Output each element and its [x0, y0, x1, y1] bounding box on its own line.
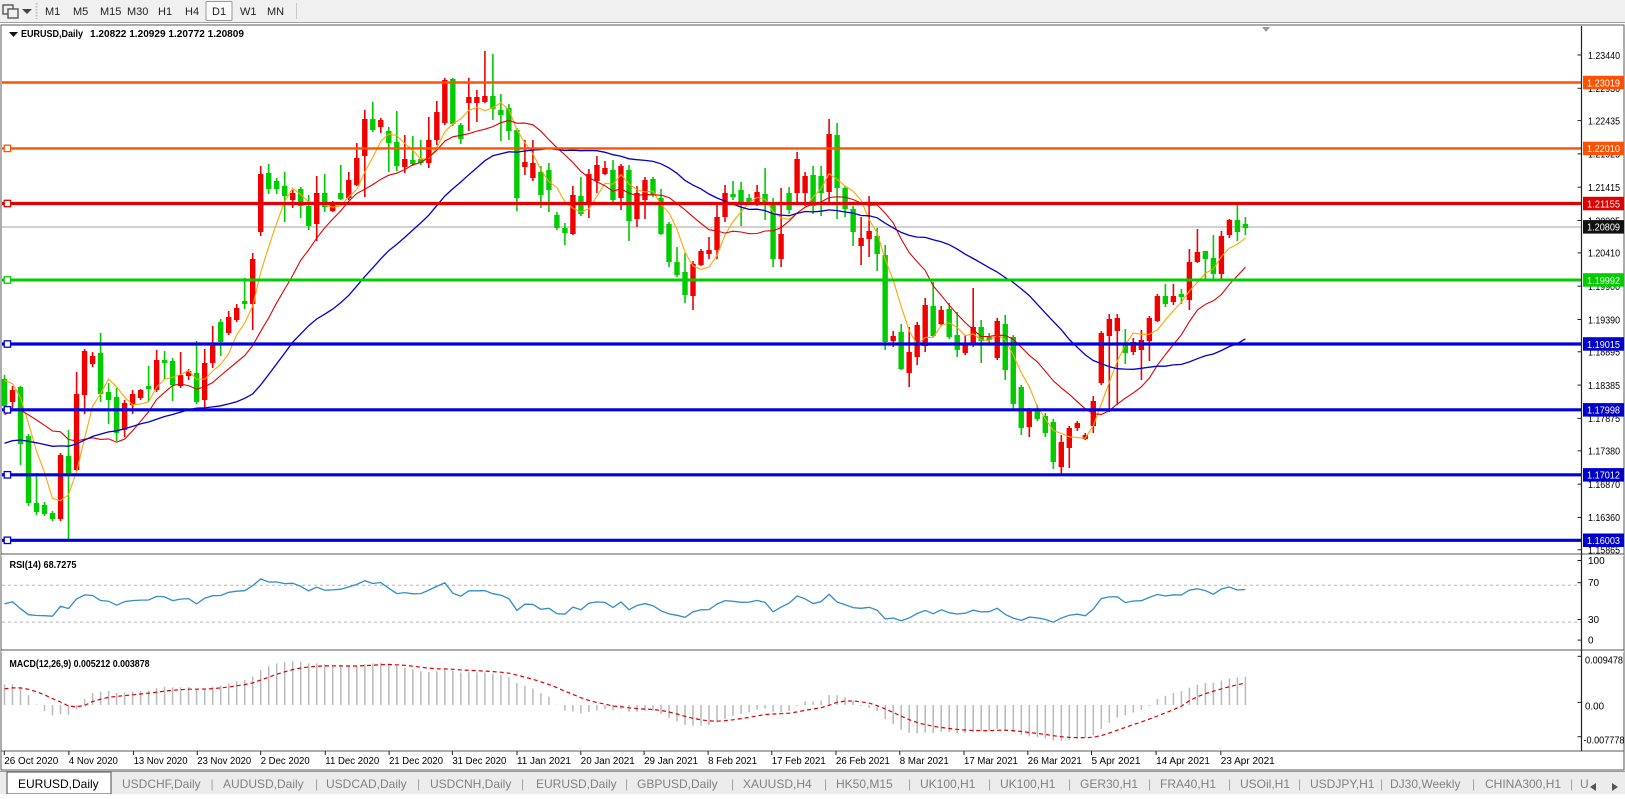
svg-text:2 Dec 2020: 2 Dec 2020 [261, 756, 310, 767]
svg-text:EURUSD,Daily: EURUSD,Daily [18, 777, 99, 791]
svg-text:|: | [1570, 777, 1573, 791]
svg-text:|: | [908, 777, 911, 791]
svg-text:1.19900: 1.19900 [1588, 282, 1620, 293]
svg-text:14 Apr 2021: 14 Apr 2021 [1156, 756, 1210, 767]
svg-text:|: | [625, 777, 628, 791]
svg-text:EURUSD,Daily: EURUSD,Daily [21, 29, 83, 40]
svg-text:20 Jan 2021: 20 Jan 2021 [581, 756, 635, 767]
svg-text:W1: W1 [240, 6, 257, 18]
svg-text:0.009478: 0.009478 [1585, 655, 1623, 666]
svg-text:USDCNH,Daily: USDCNH,Daily [430, 777, 511, 791]
svg-text:M5: M5 [73, 6, 88, 18]
svg-text:USDCAD,Daily: USDCAD,Daily [326, 777, 407, 791]
svg-text:|: | [1228, 777, 1231, 791]
svg-text:|: | [1380, 777, 1383, 791]
svg-text:|: | [211, 777, 214, 791]
svg-text:|: | [417, 777, 420, 791]
svg-text:U: U [1580, 777, 1589, 791]
svg-text:1.19390: 1.19390 [1588, 315, 1620, 326]
svg-text:1.17998: 1.17998 [1587, 406, 1620, 417]
svg-text:HK50,M15: HK50,M15 [836, 777, 893, 791]
svg-text:4 Nov 2020: 4 Nov 2020 [69, 756, 118, 767]
svg-text:-0.007778: -0.007778 [1584, 736, 1625, 747]
svg-text:100: 100 [1588, 556, 1605, 567]
svg-text:29 Jan 2021: 29 Jan 2021 [644, 756, 698, 767]
svg-text:11 Jan 2021: 11 Jan 2021 [517, 756, 571, 767]
svg-text:XAUUSD,H4: XAUUSD,H4 [743, 777, 812, 791]
svg-text:EURUSD,Daily: EURUSD,Daily [536, 777, 617, 791]
svg-text:M1: M1 [45, 6, 60, 18]
svg-text:1.21155: 1.21155 [1587, 199, 1620, 210]
svg-text:1.23019: 1.23019 [1587, 78, 1620, 89]
svg-text:17 Mar 2021: 17 Mar 2021 [964, 756, 1018, 767]
svg-text:1.16360: 1.16360 [1588, 513, 1620, 524]
svg-text:1.17012: 1.17012 [1587, 471, 1620, 482]
svg-text:AUDUSD,Daily: AUDUSD,Daily [223, 777, 304, 791]
svg-text:1.20822 1.20929 1.20772 1.2080: 1.20822 1.20929 1.20772 1.20809 [90, 29, 244, 40]
svg-text:1.17875: 1.17875 [1588, 414, 1620, 425]
svg-text:17 Feb 2021: 17 Feb 2021 [772, 756, 826, 767]
svg-text:1.19015: 1.19015 [1587, 340, 1620, 351]
svg-text:|: | [731, 777, 734, 791]
svg-text:23 Apr 2021: 23 Apr 2021 [1221, 756, 1275, 767]
svg-text:1.19992: 1.19992 [1587, 276, 1620, 287]
svg-text:26 Mar 2021: 26 Mar 2021 [1028, 756, 1082, 767]
svg-text:UK100,H1: UK100,H1 [920, 777, 976, 791]
svg-text:GER30,H1: GER30,H1 [1080, 777, 1138, 791]
svg-text:13 Nov 2020: 13 Nov 2020 [134, 756, 188, 767]
svg-text:FRA40,H1: FRA40,H1 [1160, 777, 1216, 791]
svg-text:1.18385: 1.18385 [1588, 381, 1620, 392]
svg-text:USOil,H1: USOil,H1 [1240, 777, 1290, 791]
svg-text:11 Dec 2020: 11 Dec 2020 [325, 756, 379, 767]
svg-text:0: 0 [1588, 636, 1594, 647]
svg-text:M15: M15 [100, 6, 121, 18]
svg-text:1.23440: 1.23440 [1588, 51, 1620, 62]
svg-text:|: | [521, 777, 524, 791]
svg-text:USDJPY,H1: USDJPY,H1 [1310, 777, 1375, 791]
svg-text:|: | [1472, 777, 1475, 791]
svg-text:1.22930: 1.22930 [1588, 84, 1620, 95]
svg-text:5 Apr 2021: 5 Apr 2021 [1092, 756, 1141, 767]
svg-text:21 Dec 2020: 21 Dec 2020 [389, 756, 443, 767]
svg-text:MN: MN [267, 6, 284, 18]
svg-text:1.15865: 1.15865 [1588, 546, 1620, 557]
svg-text:|: | [988, 777, 991, 791]
svg-text:8 Mar 2021: 8 Mar 2021 [900, 756, 949, 767]
svg-text:GBPUSD,Daily: GBPUSD,Daily [637, 777, 718, 791]
svg-text:|: | [315, 777, 318, 791]
svg-text:1.16003: 1.16003 [1587, 536, 1620, 547]
svg-text:1.17380: 1.17380 [1588, 447, 1620, 458]
svg-text:|: | [1148, 777, 1151, 791]
svg-text:1.21415: 1.21415 [1588, 183, 1620, 194]
svg-text:D1: D1 [212, 6, 226, 18]
svg-text:H1: H1 [158, 6, 172, 18]
svg-text:USDCHF,Daily: USDCHF,Daily [122, 777, 201, 791]
svg-text:|: | [1068, 777, 1071, 791]
svg-text:RSI(14) 68.7275: RSI(14) 68.7275 [10, 560, 77, 571]
svg-text:|: | [1298, 777, 1301, 791]
svg-text:26 Feb 2021: 26 Feb 2021 [836, 756, 890, 767]
svg-text:DJ30,Weekly: DJ30,Weekly [1390, 777, 1460, 791]
svg-text:CHINA300,H1: CHINA300,H1 [1485, 777, 1561, 791]
svg-text:23 Nov 2020: 23 Nov 2020 [197, 756, 251, 767]
svg-text:8 Feb 2021: 8 Feb 2021 [708, 756, 757, 767]
svg-text:70: 70 [1588, 578, 1600, 589]
svg-text:M30: M30 [127, 6, 148, 18]
svg-text:26 Oct 2020: 26 Oct 2020 [4, 756, 58, 767]
svg-text:31 Dec 2020: 31 Dec 2020 [452, 756, 506, 767]
svg-text:1.22010: 1.22010 [1587, 144, 1620, 155]
svg-text:|: | [824, 777, 827, 791]
svg-text:MACD(12,26,9) 0.005212 0.00387: MACD(12,26,9) 0.005212 0.003878 [10, 659, 150, 670]
svg-text:1.22435: 1.22435 [1588, 116, 1620, 127]
svg-text:1.18895: 1.18895 [1588, 348, 1620, 359]
svg-text:1.16870: 1.16870 [1588, 480, 1620, 491]
svg-text:1.20809: 1.20809 [1587, 223, 1620, 234]
svg-text:H4: H4 [185, 6, 199, 18]
svg-text:0.00: 0.00 [1585, 701, 1604, 712]
svg-text:30: 30 [1588, 615, 1600, 626]
svg-text:UK100,H1: UK100,H1 [1000, 777, 1056, 791]
svg-text:1.20410: 1.20410 [1588, 249, 1620, 260]
